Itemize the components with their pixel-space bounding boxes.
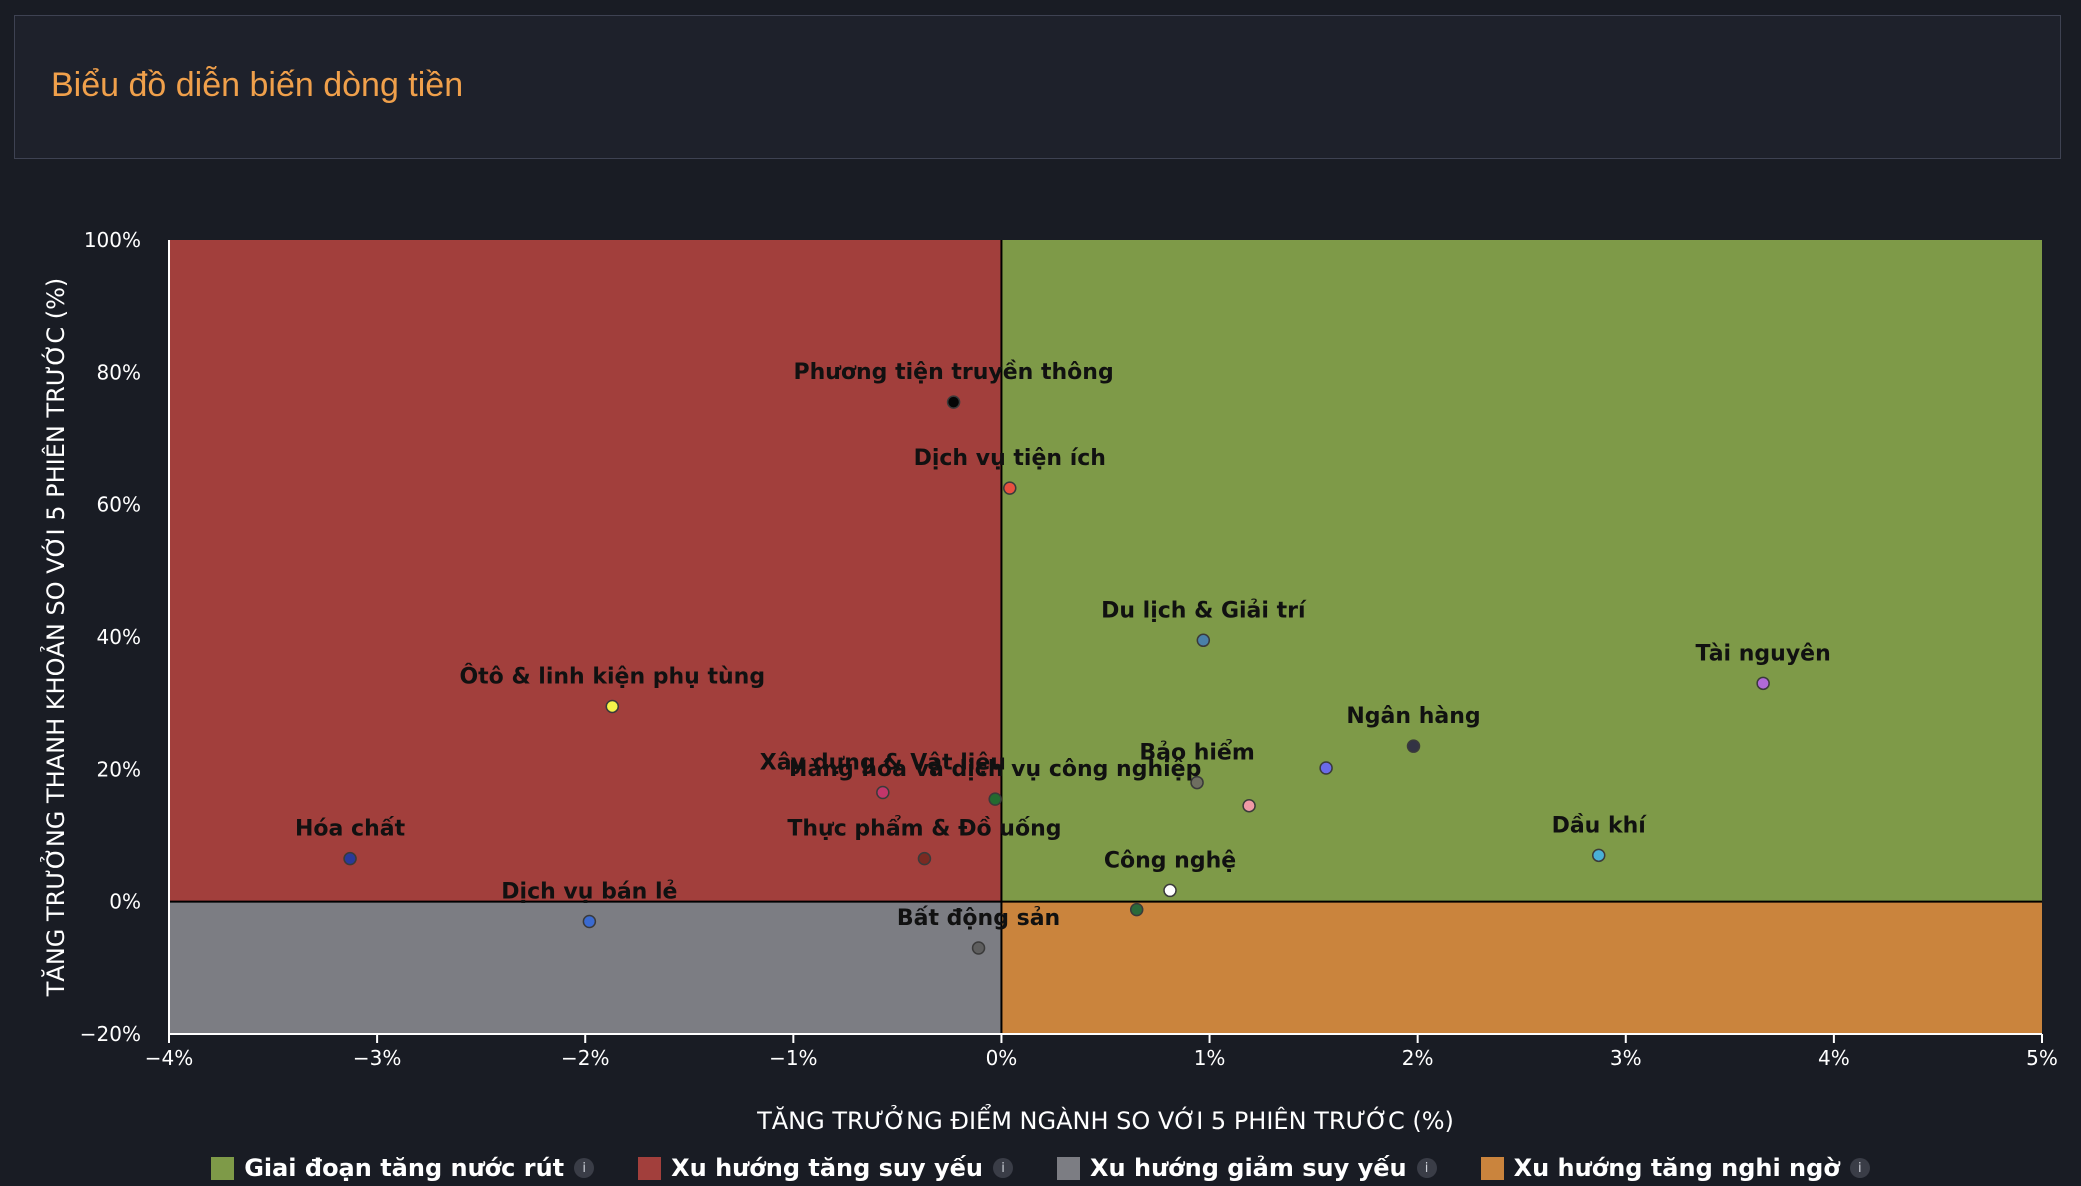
data-label: Dịch vụ bán lẻ (501, 880, 677, 905)
data-label: Phương tiện truyền thông (793, 360, 1113, 385)
scatter-chart: −4% −3% −2% −1% 0% 1% 2% 3% 4% 5% −20% 0% 20% 40% 60% 8… (39, 228, 2058, 1135)
data-label: Thực phẩm & Đồ uống (787, 816, 1061, 842)
data-point (343, 851, 357, 866)
chart-legend: Giai đoạn tăng nước rút i Xu hướng tăng … (0, 1150, 2081, 1186)
data-label: Tài nguyên (1695, 641, 1830, 666)
data-point (1129, 902, 1144, 917)
data-label: Dịch vụ tiện ích (914, 446, 1106, 471)
data-point (582, 914, 597, 929)
info-icon[interactable]: i (1849, 1158, 1870, 1178)
data-point (1003, 481, 1017, 495)
data-label: Bảo hiểm (1139, 740, 1254, 766)
info-icon[interactable]: i (993, 1158, 1014, 1178)
data-point (1591, 848, 1606, 863)
data-point (988, 792, 1002, 806)
data-point (1163, 883, 1177, 898)
x-tick-label: 2% (1402, 1046, 1434, 1070)
y-tick-label: −20% (80, 1022, 141, 1046)
x-tick-label: −1% (769, 1046, 818, 1070)
info-icon[interactable]: i (1416, 1158, 1437, 1178)
data-point (971, 941, 986, 955)
quadrant-3 (1001, 901, 2042, 1034)
data-label: Công nghệ (1104, 848, 1236, 873)
data-label: Hóa chất (295, 817, 406, 842)
data-point (605, 699, 620, 714)
legend-label: Xu hướng tăng suy yếu (671, 1154, 984, 1182)
x-tick-label: 5% (2026, 1046, 2058, 1070)
y-tick-label: 100% (84, 228, 141, 252)
x-tick-label: 3% (1610, 1046, 1642, 1070)
legend-item-doubtful-uptrend[interactable]: Xu hướng tăng nghi ngờ i (1480, 1154, 1870, 1182)
y-axis-title: TĂNG TRƯỞNG THANH KHOẢN SO VỚI 5 PHIÊN T… (39, 278, 70, 998)
x-tick-label: 0% (986, 1046, 1018, 1070)
y-tick-label: 80% (97, 360, 141, 384)
title-panel: Biểu đồ diễn biến dòng tiền (14, 15, 2061, 159)
x-tick-label: 4% (1818, 1046, 1850, 1070)
x-tick-label: 1% (1194, 1046, 1226, 1070)
page-title: Biểu đồ diễn biến dòng tiền (51, 66, 464, 104)
x-tick-label: −4% (145, 1046, 194, 1070)
data-label: Ôtô & linh kiện phụ tùng (459, 663, 765, 689)
legend-item-weakening-downtrend[interactable]: Xu hướng giảm suy yếu i (1057, 1154, 1437, 1182)
y-tick-label: 20% (97, 757, 141, 781)
data-point (1319, 761, 1333, 775)
data-point (1196, 633, 1211, 648)
legend-item-weakening-uptrend[interactable]: Xu hướng tăng suy yếu i (638, 1154, 1014, 1182)
legend-swatch (1057, 1156, 1081, 1180)
x-tick-label: −2% (561, 1046, 610, 1070)
data-label: Du lịch & Giải trí (1101, 598, 1307, 623)
legend-label: Giai đoạn tăng nước rút (244, 1154, 565, 1182)
legend-label: Xu hướng tăng nghi ngờ (1513, 1154, 1840, 1182)
data-point (917, 851, 932, 866)
data-label: Hàng hóa và dịch vụ công nghiệp (789, 757, 1201, 782)
quadrant-0 (1001, 240, 2042, 902)
y-tick-label: 60% (97, 493, 141, 517)
legend-swatch (638, 1156, 662, 1180)
legend-swatch (211, 1156, 235, 1180)
data-label: Xây dựng & Vật liệu (760, 750, 1006, 775)
legend-swatch (1480, 1156, 1504, 1180)
data-point (1242, 798, 1256, 813)
data-label: Dầu khí (1552, 813, 1648, 838)
x-tick-label: −3% (353, 1046, 402, 1070)
data-point (946, 395, 961, 409)
info-icon[interactable]: i (574, 1158, 595, 1178)
data-point (1756, 676, 1770, 691)
data-point (876, 785, 890, 800)
data-point (1406, 739, 1421, 753)
y-tick-label: 0% (109, 890, 141, 914)
data-label: Ngân hàng (1346, 704, 1480, 729)
y-tick-label: 40% (97, 625, 141, 649)
x-axis-title: TĂNG TRƯỞNG ĐIỂM NGÀNH SO VỚI 5 PHIÊN TR… (756, 1103, 1454, 1135)
quadrant-1 (169, 240, 1002, 902)
data-point (1190, 775, 1204, 790)
data-label: Bất động sản (897, 906, 1060, 931)
legend-item-sprint[interactable]: Giai đoạn tăng nước rút i (211, 1154, 595, 1182)
legend-label: Xu hướng giảm suy yếu (1090, 1154, 1407, 1182)
